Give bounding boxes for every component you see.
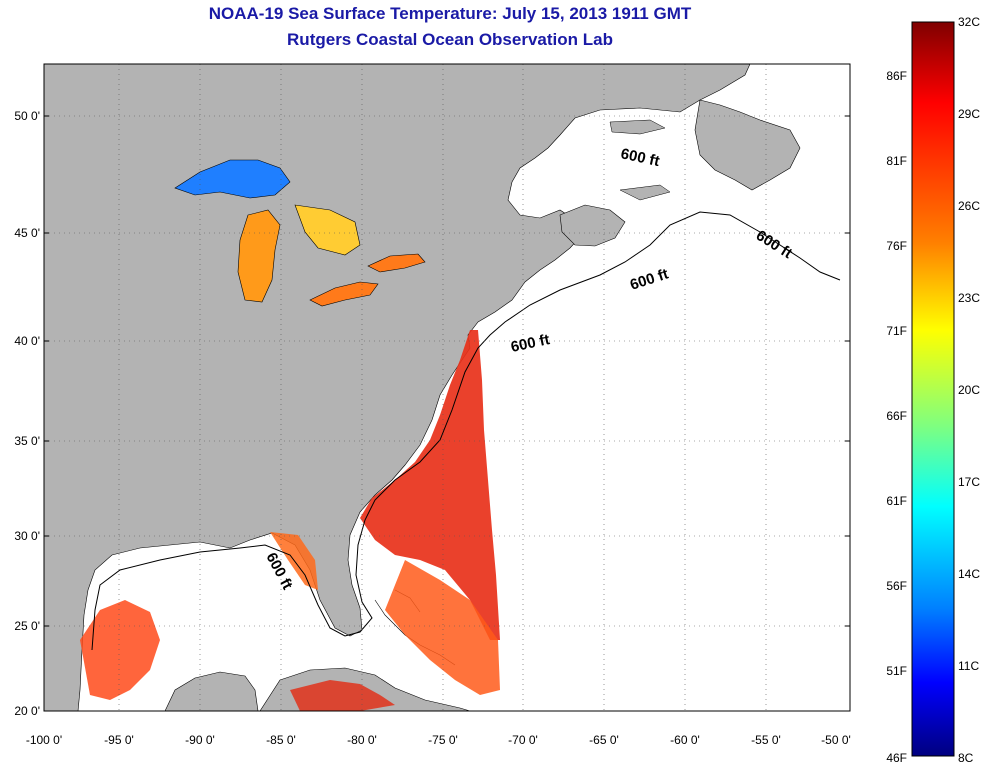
- lon-label: -60 0': [670, 733, 700, 747]
- map-frame: [43, 63, 851, 712]
- land-yucatan: [164, 671, 259, 711]
- lat-label: 50 0': [14, 109, 40, 123]
- lon-label: -55 0': [751, 733, 781, 747]
- lat-label: 35 0': [14, 434, 40, 448]
- land-anticosti: [609, 119, 666, 135]
- lon-label: -75 0': [428, 733, 458, 747]
- sst-atlantic-shelf: [360, 330, 500, 640]
- map-subtitle: Rutgers Coastal Ocean Observation Lab: [287, 30, 613, 49]
- map-area: 600 ft 600 ft 600 ft 600 ft 600 ft: [44, 64, 850, 711]
- sst-lake-ontario: [367, 253, 426, 273]
- colorbar-fahrenheit-label: 66F: [886, 409, 907, 423]
- colorbar-celsius-label: 11C: [958, 659, 979, 673]
- colorbar-fahrenheit-label: 71F: [886, 324, 907, 338]
- longitude-axis: -100 0' -95 0' -90 0' -85 0' -80 0' -75 …: [26, 733, 851, 747]
- lat-label: 20 0': [14, 704, 40, 718]
- colorbar-celsius-label: 29C: [958, 107, 980, 121]
- latitude-axis: 50 0' 45 0' 40 0' 35 0' 30 0' 25 0' 20 0…: [14, 109, 850, 718]
- colorbar-fahrenheit-label: 61F: [886, 494, 907, 508]
- land-nova-scotia: [559, 204, 626, 247]
- sst-caribbean: [290, 680, 395, 711]
- lon-label: -50 0': [821, 733, 851, 747]
- sst-atlantic-scatter: [385, 560, 500, 695]
- lat-label: 25 0': [14, 619, 40, 633]
- colorbar-celsius-label: 23C: [958, 291, 980, 305]
- colorbar-fahrenheit-label: 76F: [886, 239, 907, 253]
- colorbar-celsius-label: 26C: [958, 199, 980, 213]
- lon-label: -65 0': [589, 733, 619, 747]
- lat-label: 40 0': [14, 334, 40, 348]
- lat-label: 45 0': [14, 226, 40, 240]
- colorbar-celsius-label: 20C: [958, 383, 980, 397]
- sst-gulf-west: [80, 600, 160, 700]
- lon-label: -85 0': [266, 733, 296, 747]
- colorbar-gradient: [911, 21, 955, 757]
- colorbar-celsius-label: 14C: [958, 567, 980, 581]
- colorbar-fahrenheit-label: 81F: [886, 154, 907, 168]
- colorbar-celsius-label: 32C: [958, 15, 980, 29]
- colorbar-fahrenheit-label: 46F: [886, 751, 907, 765]
- colorbar: 32C 29C 26C 23C 20C 17C 14C 11C 8C 86F 8…: [886, 15, 980, 765]
- colorbar-fahrenheit-label: 51F: [886, 664, 907, 678]
- colorbar-celsius-label: 17C: [958, 475, 980, 489]
- map-title: NOAA-19 Sea Surface Temperature: July 15…: [208, 4, 692, 23]
- land-newfoundland: [694, 99, 801, 191]
- sst-lake-superior: [174, 159, 291, 199]
- land-pei: [619, 184, 671, 201]
- isobath-600ft: [91, 211, 841, 651]
- colorbar-fahrenheit-label: 86F: [886, 69, 907, 83]
- colorbar-celsius-label: 8C: [958, 751, 974, 765]
- lon-label: -100 0': [26, 733, 62, 747]
- lon-label: -70 0': [508, 733, 538, 747]
- lon-label: -95 0': [104, 733, 134, 747]
- colorbar-fahrenheit-label: 56F: [886, 579, 907, 593]
- lat-label: 30 0': [14, 529, 40, 543]
- sst-lake-erie: [309, 281, 379, 307]
- lon-label: -90 0': [185, 733, 215, 747]
- lon-label: -80 0': [347, 733, 377, 747]
- sst-lake-huron: [294, 204, 361, 256]
